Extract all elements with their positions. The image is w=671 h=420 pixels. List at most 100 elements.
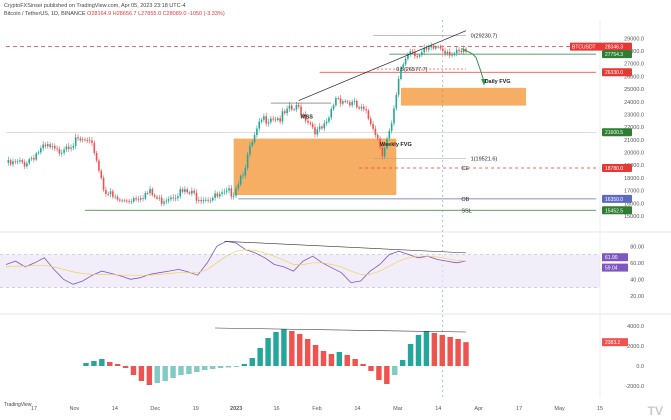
- macd-bar: [186, 366, 192, 374]
- candle-body: [125, 200, 128, 202]
- x-tick-label: Nov: [70, 406, 80, 412]
- candle-body: [74, 137, 77, 146]
- candle-body: [98, 160, 100, 171]
- macd-bar: [107, 362, 113, 366]
- candle-body: [144, 193, 147, 199]
- candle-body: [246, 154, 249, 169]
- candle-body: [393, 108, 395, 124]
- candle-body: [70, 147, 72, 149]
- macd-bar: [233, 366, 240, 367]
- candle-body: [130, 201, 133, 203]
- candle-body: [353, 100, 356, 102]
- candle-body: [63, 149, 65, 153]
- price-tag-bg: [602, 50, 632, 59]
- symbol-line: Bitcoin / TetherUS, 1D, BINANCE O28164.9…: [4, 11, 225, 17]
- candle-body: [107, 193, 110, 195]
- candle-body: [114, 196, 117, 198]
- macd-bar: [423, 331, 430, 366]
- y-tick-label: 29000.0: [624, 36, 644, 42]
- candle-body: [360, 106, 363, 109]
- candle-body: [26, 163, 28, 167]
- price-tag-value: 15452.5: [605, 208, 623, 214]
- candle-body: [244, 168, 247, 176]
- candle-body: [242, 175, 244, 177]
- x-tick-label: 14: [435, 406, 441, 412]
- macd-bar: [336, 352, 343, 366]
- candle-body: [49, 144, 51, 148]
- macd-tick-label: 0.0: [636, 364, 644, 370]
- macd-bar: [312, 345, 319, 366]
- candle-body: [358, 107, 360, 109]
- candle-body: [21, 160, 24, 163]
- macd-bar: [146, 366, 153, 385]
- y-tick-label: 20000.0: [624, 151, 644, 157]
- candle-body: [376, 134, 379, 139]
- candle-body: [88, 140, 91, 142]
- candle-body: [446, 51, 449, 54]
- candle-body: [302, 114, 305, 116]
- candle-body: [311, 123, 314, 128]
- candle-body: [309, 122, 312, 124]
- candle-body: [142, 198, 144, 200]
- macd-tag-value: 2383.2: [605, 340, 621, 346]
- x-tick-label: 14: [354, 406, 360, 412]
- macd-bar: [194, 366, 200, 372]
- rsi-tag-bg: [602, 253, 628, 262]
- candle-body: [258, 121, 261, 129]
- macd-divergence-line: [215, 327, 467, 333]
- candle-body: [235, 188, 237, 196]
- candle-body: [12, 161, 14, 165]
- candle-body: [290, 105, 293, 110]
- candle-body: [198, 199, 200, 201]
- projection-arrow: [461, 48, 485, 82]
- candle-body: [153, 195, 156, 197]
- candle-body: [9, 160, 12, 165]
- candle-body: [181, 189, 184, 192]
- candle-body: [344, 101, 347, 102]
- candle-body: [86, 140, 89, 141]
- candle-body: [332, 105, 335, 110]
- candle-body: [51, 146, 54, 148]
- macd-bar: [99, 359, 105, 366]
- candle-body: [72, 145, 75, 148]
- weekly-fvg-zone: [233, 138, 397, 196]
- candle-body: [228, 188, 230, 191]
- candle-body: [448, 51, 451, 56]
- price-tag-value: 21600.5: [605, 130, 623, 136]
- candle-body: [362, 106, 365, 110]
- macd-bar: [281, 329, 287, 366]
- candle-body: [307, 120, 309, 123]
- candle-body: [105, 189, 107, 194]
- symbol-name: Bitcoin / TetherUS, 1D, BINANCE: [4, 11, 86, 17]
- y-tick-label: 24000.0: [624, 100, 644, 106]
- price-tag-value: 27754.3: [605, 52, 623, 58]
- candle-body: [188, 192, 191, 194]
- macd-bar: [455, 339, 461, 366]
- candle-body: [40, 148, 42, 153]
- candle-body: [283, 111, 286, 114]
- candle-body: [191, 190, 193, 194]
- price-tag-value: 28346.3: [605, 45, 623, 51]
- projection-arrowhead: [481, 78, 487, 86]
- candle-body: [218, 193, 221, 197]
- candle-body: [428, 47, 430, 50]
- candle-body: [253, 135, 256, 142]
- candle-body: [325, 121, 328, 124]
- x-tick-label: Feb: [312, 406, 321, 412]
- candle-body: [184, 189, 186, 192]
- mss-label: MSS: [301, 114, 313, 120]
- candle-body: [121, 200, 123, 202]
- candle-body: [65, 146, 68, 150]
- candle-body: [381, 147, 384, 157]
- candle-body: [100, 170, 103, 179]
- rsi-divergence-line: [224, 241, 467, 254]
- daily-fvg-label: Daily FVG: [485, 79, 511, 85]
- macd-bar: [376, 366, 382, 380]
- watermark-logo: TV: [647, 404, 663, 418]
- symbol-tag-text: BTCUSDT: [572, 45, 596, 51]
- candle-body: [35, 153, 38, 160]
- x-tick-label: Mar: [393, 406, 403, 412]
- candle-body: [402, 64, 405, 68]
- y-tick-label: 19000.0: [624, 163, 644, 169]
